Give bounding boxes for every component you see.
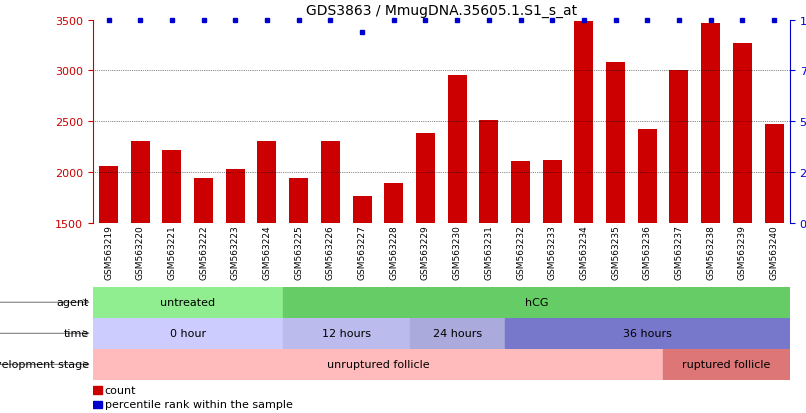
Text: unruptured follicle: unruptured follicle xyxy=(326,359,430,370)
Bar xyxy=(131,142,150,223)
Text: count: count xyxy=(105,385,136,395)
Text: GSM563231: GSM563231 xyxy=(484,225,493,280)
Bar xyxy=(289,178,308,223)
Bar xyxy=(670,71,688,223)
Bar xyxy=(409,319,505,349)
Text: time: time xyxy=(64,328,89,339)
Text: GSM563222: GSM563222 xyxy=(199,225,208,280)
Text: 0 hour: 0 hour xyxy=(170,328,206,339)
Bar xyxy=(283,287,790,317)
Bar xyxy=(606,63,625,223)
Bar xyxy=(542,160,562,223)
Bar xyxy=(99,166,118,223)
Bar xyxy=(416,134,435,223)
Text: GSM563224: GSM563224 xyxy=(263,225,272,280)
Text: GSM563238: GSM563238 xyxy=(706,225,715,280)
Text: percentile rank within the sample: percentile rank within the sample xyxy=(105,399,293,409)
Text: agent: agent xyxy=(56,297,89,308)
Bar xyxy=(575,21,593,223)
Text: GSM563223: GSM563223 xyxy=(231,225,240,280)
Text: 24 hours: 24 hours xyxy=(433,328,482,339)
Text: GSM563229: GSM563229 xyxy=(421,225,430,280)
Bar xyxy=(733,44,752,223)
Bar xyxy=(93,387,102,394)
Bar xyxy=(480,121,498,223)
Text: GSM563236: GSM563236 xyxy=(642,225,652,280)
Text: 12 hours: 12 hours xyxy=(322,328,371,339)
Text: GSM563237: GSM563237 xyxy=(675,225,683,280)
Text: GSM563225: GSM563225 xyxy=(294,225,303,280)
Bar xyxy=(765,125,783,223)
Text: GSM563220: GSM563220 xyxy=(135,225,145,280)
Text: GSM563232: GSM563232 xyxy=(516,225,525,280)
Text: untreated: untreated xyxy=(160,297,215,308)
Bar xyxy=(283,319,409,349)
Bar xyxy=(384,183,403,223)
Text: GSM563221: GSM563221 xyxy=(168,225,177,280)
Bar xyxy=(352,197,372,223)
Text: GSM563235: GSM563235 xyxy=(611,225,620,280)
Bar xyxy=(447,76,467,223)
Text: ruptured follicle: ruptured follicle xyxy=(683,359,771,370)
Text: development stage: development stage xyxy=(0,359,89,370)
Text: GSM563226: GSM563226 xyxy=(326,225,334,280)
Bar xyxy=(93,349,663,379)
Bar xyxy=(321,142,340,223)
Text: GSM563228: GSM563228 xyxy=(389,225,398,280)
Bar xyxy=(93,401,102,408)
Bar xyxy=(162,151,181,223)
Bar xyxy=(638,130,657,223)
Bar xyxy=(701,24,721,223)
Text: GSM563233: GSM563233 xyxy=(548,225,557,280)
Text: GSM563219: GSM563219 xyxy=(104,225,113,280)
Text: GSM563227: GSM563227 xyxy=(358,225,367,280)
Bar xyxy=(226,169,245,223)
Bar xyxy=(194,178,213,223)
Bar xyxy=(257,142,276,223)
Text: GSM563234: GSM563234 xyxy=(580,225,588,280)
Bar xyxy=(663,349,790,379)
Title: GDS3863 / MmugDNA.35605.1.S1_s_at: GDS3863 / MmugDNA.35605.1.S1_s_at xyxy=(305,4,577,18)
Text: hCG: hCG xyxy=(525,297,548,308)
Bar xyxy=(93,287,283,317)
Text: GSM563239: GSM563239 xyxy=(737,225,747,280)
Bar xyxy=(93,319,283,349)
Text: GSM563240: GSM563240 xyxy=(770,225,779,280)
Text: 36 hours: 36 hours xyxy=(623,328,671,339)
Text: GSM563230: GSM563230 xyxy=(453,225,462,280)
Bar xyxy=(505,319,790,349)
Bar xyxy=(511,162,530,223)
